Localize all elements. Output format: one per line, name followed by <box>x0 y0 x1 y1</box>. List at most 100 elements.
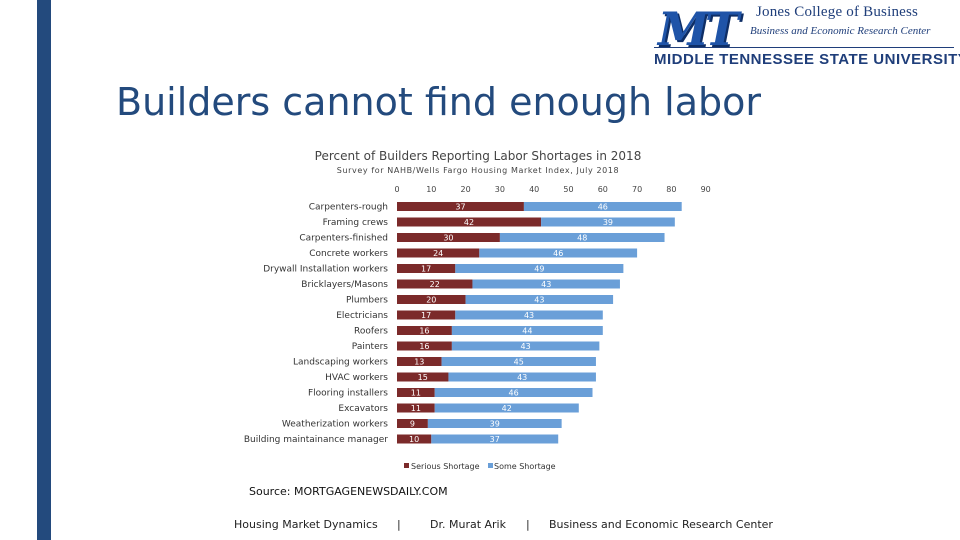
mt-logo-mark: MT <box>658 2 739 56</box>
footer-separator: | <box>526 518 530 531</box>
category-label: Painters <box>352 342 389 352</box>
x-tick-label: 70 <box>632 185 642 194</box>
legend-label-some: Some Shortage <box>494 462 556 471</box>
some-shortage-bar <box>434 388 593 397</box>
serious-shortage-bar <box>397 403 435 413</box>
some-shortage-data-label: 43 <box>521 342 531 351</box>
some-shortage-bar <box>455 264 624 273</box>
x-tick-label: 0 <box>394 185 399 194</box>
category-label: Framing crews <box>323 218 389 228</box>
chart-title: Percent of Builders Reporting Labor Shor… <box>315 149 642 163</box>
x-tick-label: 80 <box>666 185 676 194</box>
serious-shortage-data-label: 16 <box>419 342 429 351</box>
serious-shortage-data-label: 17 <box>421 265 431 274</box>
some-shortage-bar <box>431 434 559 444</box>
source-note: Source: MORTGAGENEWSDAILY.COM <box>249 485 448 498</box>
some-shortage-data-label: 43 <box>541 280 551 289</box>
some-shortage-data-label: 45 <box>514 358 524 367</box>
serious-shortage-data-label: 16 <box>419 327 429 336</box>
category-label: Flooring installers <box>308 389 388 399</box>
some-shortage-bar <box>523 202 682 211</box>
some-shortage-bar <box>479 248 638 258</box>
serious-shortage-bar <box>397 295 466 304</box>
serious-shortage-bar <box>397 279 473 289</box>
x-tick-label: 20 <box>461 185 471 194</box>
serious-shortage-data-label: 42 <box>464 218 474 227</box>
serious-shortage-bar <box>397 264 456 273</box>
serious-shortage-data-label: 15 <box>418 373 428 382</box>
some-shortage-data-label: 49 <box>534 265 544 274</box>
category-label: Excavators <box>338 404 388 414</box>
x-tick-label: 90 <box>701 185 711 194</box>
category-label: Carpenters-finished <box>299 234 388 244</box>
serious-shortage-data-label: 11 <box>411 389 421 398</box>
some-shortage-data-label: 43 <box>534 296 544 305</box>
category-label: Concrete workers <box>309 249 388 259</box>
some-shortage-bar <box>465 295 614 304</box>
serious-shortage-bar <box>397 233 500 242</box>
serious-shortage-data-label: 17 <box>421 311 431 320</box>
some-shortage-data-label: 39 <box>490 420 500 429</box>
x-tick-label: 40 <box>529 185 539 194</box>
some-shortage-data-label: 37 <box>490 435 500 444</box>
footer-separator: | <box>397 518 401 531</box>
x-axis-ticks: 0 10 20 30 40 50 60 70 80 90 <box>394 185 710 194</box>
serious-shortage-data-label: 30 <box>443 234 453 243</box>
research-center-name: Business and Economic Research Center <box>750 25 931 37</box>
legend-label-serious: Serious Shortage <box>411 462 480 471</box>
logo-divider <box>654 47 954 48</box>
category-label: Plumbers <box>346 296 388 306</box>
page-title: Builders cannot find enough labor <box>116 80 761 124</box>
some-shortage-data-label: 44 <box>522 327 532 336</box>
category-label: Building maintainance manager <box>244 435 388 445</box>
x-tick-label: 10 <box>426 185 436 194</box>
some-shortage-bar <box>427 419 562 428</box>
college-name: Jones College of Business <box>756 4 919 20</box>
serious-shortage-data-label: 22 <box>430 280 440 289</box>
some-shortage-data-label: 46 <box>553 249 563 258</box>
serious-shortage-bar <box>397 310 456 320</box>
some-shortage-data-label: 48 <box>577 234 587 243</box>
legend-swatch-serious <box>404 463 409 468</box>
serious-shortage-data-label: 11 <box>411 404 421 413</box>
serious-shortage-bar <box>397 372 449 382</box>
serious-shortage-bar <box>397 326 452 335</box>
some-shortage-data-label: 39 <box>603 218 613 227</box>
some-shortage-bar <box>455 310 603 320</box>
category-label: Drywall Installation workers <box>263 265 388 275</box>
category-label: Carpenters-rough <box>309 203 388 213</box>
category-label: Landscaping workers <box>293 358 388 368</box>
serious-shortage-bar <box>397 202 524 211</box>
serious-shortage-data-label: 37 <box>455 203 465 212</box>
bar-chart: Percent of Builders Reporting Labor Shor… <box>244 149 711 471</box>
serious-shortage-data-label: 20 <box>426 296 436 305</box>
serious-shortage-bar <box>397 248 480 258</box>
some-shortage-data-label: 43 <box>524 311 534 320</box>
serious-shortage-data-label: 24 <box>433 249 443 258</box>
some-shortage-data-label: 46 <box>598 203 608 212</box>
some-shortage-bar <box>448 372 596 382</box>
category-label: Roofers <box>354 327 388 337</box>
serious-shortage-bar <box>397 341 452 351</box>
some-shortage-bar <box>441 357 596 366</box>
category-label: HVAC workers <box>325 373 388 383</box>
university-logo: MT Jones College of Business Business an… <box>650 0 960 72</box>
footer-left: Housing Market Dynamics <box>234 518 378 531</box>
serious-shortage-bar <box>397 217 542 227</box>
x-tick-label: 60 <box>598 185 608 194</box>
category-label: Bricklayers/Masons <box>301 280 388 290</box>
some-shortage-bar <box>451 341 600 351</box>
chart-rows: Carpenters-rough 37 46 Framing crews 42 39 Car… <box>244 202 682 445</box>
chart-legend: Serious Shortage Some Shortage <box>404 462 556 471</box>
some-shortage-bar <box>541 217 675 227</box>
serious-shortage-bar <box>397 388 435 397</box>
x-tick-label: 30 <box>495 185 505 194</box>
footer-author: Dr. Murat Arik <box>430 518 506 531</box>
some-shortage-data-label: 43 <box>517 373 527 382</box>
chart-subtitle: Survey for NAHB/Wells Fargo Housing Mark… <box>337 166 619 175</box>
x-tick-label: 50 <box>563 185 573 194</box>
serious-shortage-bar <box>397 434 432 444</box>
category-label: Electricians <box>336 311 388 321</box>
serious-shortage-data-label: 13 <box>414 358 424 367</box>
some-shortage-bar <box>472 279 620 289</box>
